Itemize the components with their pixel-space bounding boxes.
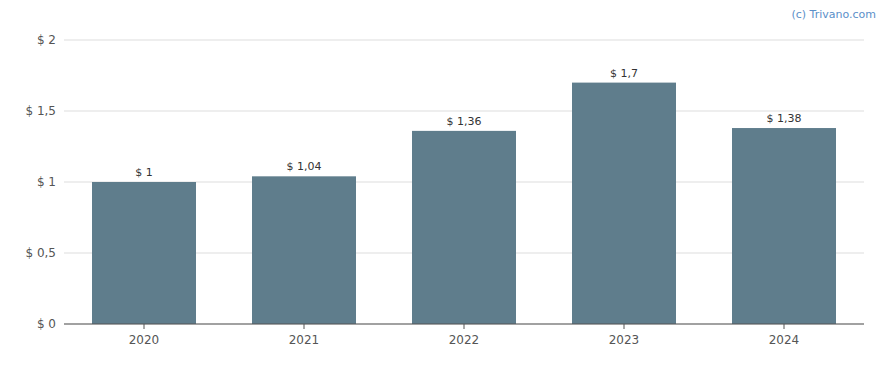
y-tick-label: $ 0 bbox=[37, 317, 56, 331]
x-tick bbox=[304, 324, 305, 329]
grid-line bbox=[64, 111, 864, 112]
x-tick bbox=[624, 324, 625, 329]
watermark: (c) Trivano.com bbox=[791, 8, 876, 21]
x-tick-label: 2022 bbox=[449, 333, 480, 347]
bar bbox=[412, 131, 516, 324]
grid-line bbox=[64, 40, 864, 41]
chart-container: $ 0 $ 0,5 $ 1 $ 1,5 $ 2 2020 2021 2022 2023 2024 $… bbox=[0, 0, 888, 370]
x-tick-label: 2023 bbox=[609, 333, 640, 347]
bar bbox=[252, 176, 356, 324]
x-tick bbox=[464, 324, 465, 329]
x-tick-label: 2021 bbox=[289, 333, 320, 347]
data-label: $ 1,7 bbox=[610, 67, 638, 80]
data-label: $ 1 bbox=[135, 166, 153, 179]
data-label: $ 1,04 bbox=[287, 160, 322, 173]
x-tick bbox=[784, 324, 785, 329]
bar bbox=[732, 128, 836, 324]
x-tick-label: 2024 bbox=[769, 333, 800, 347]
y-tick-label: $ 1,5 bbox=[25, 104, 56, 118]
bar bbox=[92, 182, 196, 324]
y-tick-label: $ 1 bbox=[37, 175, 56, 189]
x-tick bbox=[144, 324, 145, 329]
y-tick-label: $ 0,5 bbox=[25, 246, 56, 260]
grid bbox=[64, 40, 864, 324]
x-tick-label: 2020 bbox=[129, 333, 160, 347]
data-label: $ 1,36 bbox=[447, 115, 482, 128]
chart: $ 0 $ 0,5 $ 1 $ 1,5 $ 2 2020 2021 2022 2023 2024 $… bbox=[0, 0, 888, 370]
data-label: $ 1,38 bbox=[767, 112, 802, 125]
bar bbox=[572, 83, 676, 324]
bars bbox=[92, 83, 836, 324]
y-tick-label: $ 2 bbox=[37, 33, 56, 47]
